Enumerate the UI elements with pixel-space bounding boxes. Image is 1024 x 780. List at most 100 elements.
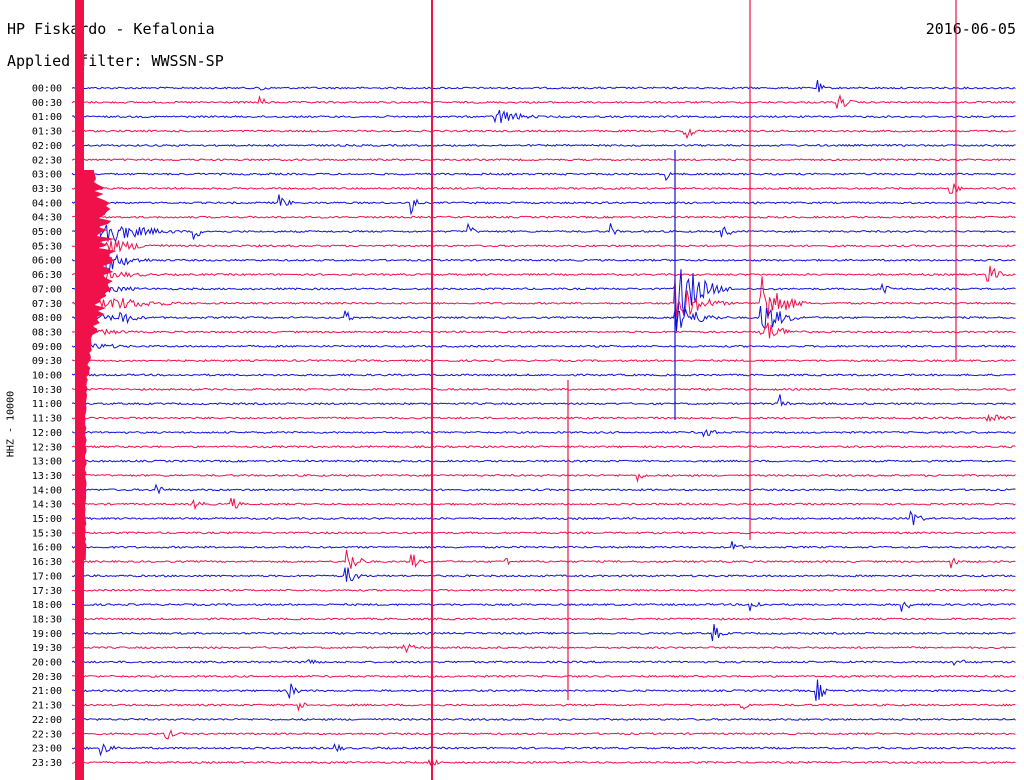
row-label-0230: 02:30 xyxy=(32,155,62,166)
row-label-0500: 05:00 xyxy=(32,227,62,238)
row-label-2030: 20:30 xyxy=(32,672,62,683)
trace-row-0330 xyxy=(71,183,1016,194)
row-label-0300: 03:00 xyxy=(32,170,62,181)
row-label-1030: 10:30 xyxy=(32,385,62,396)
trace-row-2300 xyxy=(71,742,1016,757)
trace-row-0530 xyxy=(71,237,1016,260)
row-label-0130: 01:30 xyxy=(32,127,62,138)
trace-row-0900 xyxy=(71,343,1016,349)
trace-row-0500 xyxy=(71,213,1016,246)
row-label-1900: 19:00 xyxy=(32,629,62,640)
trace-row-0300 xyxy=(71,171,1016,182)
row-label-1530: 15:30 xyxy=(32,528,62,539)
trace-row-1400 xyxy=(71,483,1016,495)
trace-row-0830 xyxy=(71,322,1016,339)
trace-row-1530 xyxy=(71,531,1016,535)
row-label-1130: 11:30 xyxy=(32,414,62,425)
row-label-1700: 17:00 xyxy=(32,571,62,582)
row-label-1630: 16:30 xyxy=(32,557,62,568)
trace-row-0400 xyxy=(71,194,1016,216)
trace-row-1930 xyxy=(71,643,1016,654)
row-label-1230: 12:30 xyxy=(32,442,62,453)
row-label-0730: 07:30 xyxy=(32,299,62,310)
trace-row-1200 xyxy=(71,428,1016,438)
row-label-1830: 18:30 xyxy=(32,614,62,625)
trace-row-1630 xyxy=(71,549,1016,569)
row-label-1330: 13:30 xyxy=(32,471,62,482)
trace-row-0100 xyxy=(71,109,1016,124)
row-label-0330: 03:30 xyxy=(32,184,62,195)
trace-row-2030 xyxy=(71,674,1016,678)
row-label-1400: 14:00 xyxy=(32,485,62,496)
row-label-0830: 08:30 xyxy=(32,327,62,338)
trace-row-0730 xyxy=(71,276,1016,319)
row-label-2130: 21:30 xyxy=(32,701,62,712)
row-label-0700: 07:00 xyxy=(32,284,62,295)
trace-row-2230 xyxy=(71,729,1016,740)
trace-row-1430 xyxy=(71,497,1016,511)
row-label-1100: 11:00 xyxy=(32,399,62,410)
row-label-1300: 13:00 xyxy=(32,457,62,468)
row-label-0200: 02:00 xyxy=(32,141,62,152)
trace-row-0630 xyxy=(71,265,1016,282)
trace-row-0030 xyxy=(71,93,1016,109)
row-label-0530: 05:30 xyxy=(32,241,62,252)
trace-row-2200 xyxy=(71,717,1016,721)
saturated-trace-spill xyxy=(84,170,117,560)
trace-row-1900 xyxy=(71,624,1016,642)
row-label-0030: 00:30 xyxy=(32,98,62,109)
trace-row-1330 xyxy=(71,473,1016,483)
trace-row-1830 xyxy=(71,617,1016,621)
trace-row-1800 xyxy=(72,601,1016,612)
row-label-0000: 00:00 xyxy=(32,84,62,95)
date-label: 2016-06-05 xyxy=(925,20,1016,38)
row-label-0630: 06:30 xyxy=(32,270,62,281)
trace-row-2330 xyxy=(71,757,1016,766)
row-label-1800: 18:00 xyxy=(32,600,62,611)
trace-row-0000 xyxy=(71,80,1016,93)
row-label-1200: 12:00 xyxy=(32,428,62,439)
trace-row-1230 xyxy=(71,445,1016,449)
trace-row-0800 xyxy=(71,306,1016,332)
row-label-2000: 20:00 xyxy=(32,658,62,669)
trace-row-0600 xyxy=(71,250,1016,273)
trace-row-2000 xyxy=(71,658,1016,666)
filter-label: Applied filter: WWSSN-SP xyxy=(7,52,224,70)
trace-row-0700 xyxy=(72,269,1016,328)
row-label-2330: 23:30 xyxy=(32,758,62,769)
trace-row-2130 xyxy=(72,702,1016,712)
trace-row-0130 xyxy=(71,128,1016,140)
trace-row-0430 xyxy=(71,215,1016,219)
trace-row-0230 xyxy=(71,158,1016,162)
row-label-1500: 15:00 xyxy=(32,514,62,525)
row-label-1730: 17:30 xyxy=(32,586,62,597)
row-label-1000: 10:00 xyxy=(32,371,62,382)
row-label-0930: 09:30 xyxy=(32,356,62,367)
row-label-0430: 04:30 xyxy=(32,213,62,224)
row-label-2300: 23:00 xyxy=(32,744,62,755)
row-label-2100: 21:00 xyxy=(32,686,62,697)
row-label-0900: 09:00 xyxy=(32,342,62,353)
row-label-2200: 22:00 xyxy=(32,715,62,726)
trace-row-1300 xyxy=(71,459,1016,463)
trace-row-1030 xyxy=(71,387,1016,391)
trace-row-1130 xyxy=(71,413,1016,423)
trace-row-0930 xyxy=(71,359,1016,363)
row-label-2230: 22:30 xyxy=(32,729,62,740)
trace-row-1600 xyxy=(71,541,1016,550)
trace-row-1500 xyxy=(71,510,1016,526)
trace-row-1100 xyxy=(71,394,1016,407)
trace-row-2100 xyxy=(71,679,1016,701)
row-label-0800: 08:00 xyxy=(32,313,62,324)
row-label-0400: 04:00 xyxy=(32,198,62,209)
row-label-0600: 06:00 xyxy=(32,256,62,267)
trace-row-0200 xyxy=(71,143,1016,148)
trace-row-1000 xyxy=(71,373,1016,377)
station-title: HP Fiskardo - Kefalonia xyxy=(7,20,215,38)
row-label-1430: 14:30 xyxy=(32,500,62,511)
trace-row-1700 xyxy=(71,567,1016,582)
trace-row-1730 xyxy=(71,588,1016,592)
row-label-1600: 16:00 xyxy=(32,543,62,554)
